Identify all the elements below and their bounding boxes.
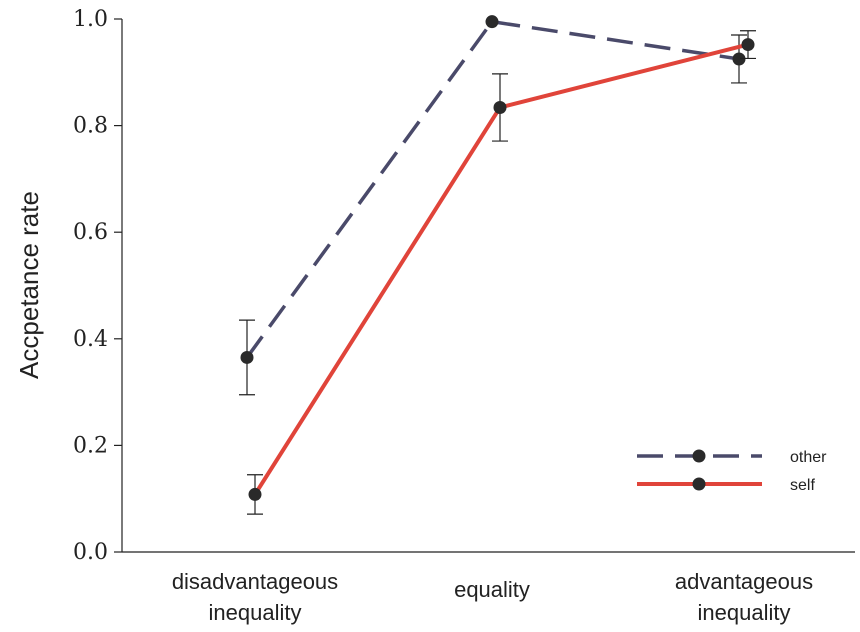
series-line-other — [245, 19, 740, 359]
x-category-label: disadvantageous — [172, 569, 338, 594]
series-self — [247, 30, 756, 515]
legend-label-other: other — [790, 449, 827, 466]
y-axis-title: Accpetance rate — [14, 191, 44, 379]
y-tick-label: 1.0 — [73, 7, 108, 32]
x-category-label: equality — [454, 577, 530, 602]
x-category-label: inequality — [209, 600, 302, 625]
x-category-label: inequality — [698, 600, 791, 625]
y-tick-label: 0.0 — [73, 540, 108, 565]
y-tick-label: 0.6 — [73, 220, 108, 245]
x-ticks: disadvantageous inequality equality advanta… — [172, 569, 813, 625]
data-point-other — [485, 15, 499, 29]
data-point-self — [741, 38, 755, 52]
axes — [121, 19, 855, 553]
x-category-label: advantageous — [675, 569, 813, 594]
legend-marker-self — [692, 477, 706, 491]
y-tick-label: 0.4 — [73, 327, 108, 352]
data-point-self — [493, 100, 507, 114]
y-ticks: 0.0 0.2 0.4 0.6 0.8 1.0 — [73, 7, 122, 565]
data-point-self — [248, 487, 262, 501]
series-other — [239, 15, 747, 396]
data-point-other — [732, 52, 746, 66]
data-point-other — [240, 350, 254, 364]
legend-marker-other — [692, 449, 706, 463]
legend: other self — [637, 449, 827, 494]
y-tick-label: 0.2 — [73, 433, 108, 458]
legend-label-self: self — [790, 477, 815, 494]
series-layer — [239, 15, 756, 515]
y-tick-label: 0.8 — [73, 114, 108, 139]
